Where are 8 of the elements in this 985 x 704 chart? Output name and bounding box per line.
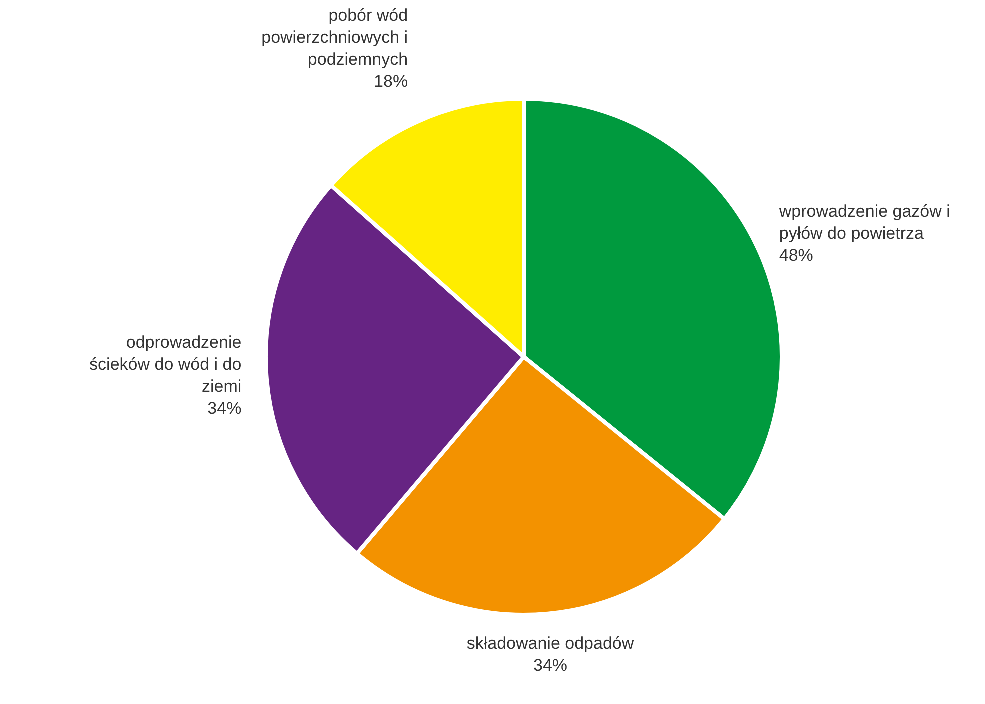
slice-label: składowanie odpadów bbox=[466, 634, 635, 653]
slice-label: odprowadzenie ścieków do wód i do ziemi bbox=[90, 332, 242, 396]
data-label: 34% bbox=[208, 398, 242, 418]
slice-label: pobór wód powierzchniowych i podziemnych bbox=[262, 6, 408, 69]
slice-label: wprowadzenie gazów i pyłów do powietrza bbox=[778, 202, 950, 244]
data-label: 34% bbox=[533, 656, 568, 675]
data-label: 18% bbox=[374, 72, 408, 91]
data-label: 48% bbox=[779, 246, 814, 266]
